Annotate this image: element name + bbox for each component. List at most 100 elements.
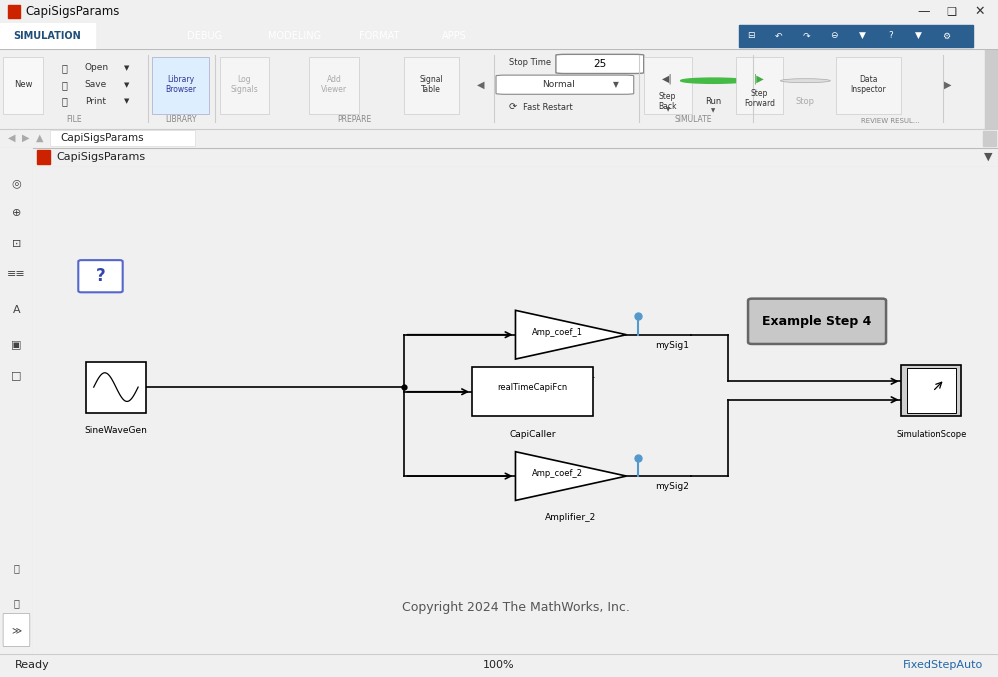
Text: Signal
Table: Signal Table [419, 75, 443, 94]
Text: Add
Viewer: Add Viewer [321, 75, 347, 94]
Text: CapiSigsParams: CapiSigsParams [56, 152, 146, 162]
Text: CapiCaller: CapiCaller [509, 430, 556, 439]
Text: ▣: ▣ [11, 340, 22, 350]
Bar [86, 362, 146, 413]
Text: Step
Forward: Step Forward [744, 89, 775, 108]
Text: ▲: ▲ [36, 133, 44, 143]
Polygon shape [515, 310, 627, 359]
Text: □: □ [11, 370, 22, 380]
Bar [8, 5, 20, 18]
Bar [37, 150, 50, 164]
Text: Amplifier_2: Amplifier_2 [545, 512, 597, 521]
Text: 100%: 100% [483, 661, 515, 670]
Text: ◀: ◀ [477, 80, 485, 89]
Text: Open: Open [85, 64, 109, 72]
Text: Amplifier_1: Amplifier_1 [545, 371, 597, 380]
Text: Step
Back: Step Back [659, 92, 677, 111]
Text: ⚙: ⚙ [942, 31, 950, 41]
Text: ▼: ▼ [613, 80, 619, 89]
Text: |▶: |▶ [754, 74, 764, 85]
Text: ◀: ◀ [8, 133, 16, 143]
Text: SIMULATION: SIMULATION [13, 31, 81, 41]
Text: Stop Time: Stop Time [509, 58, 551, 67]
Text: ✕: ✕ [975, 5, 985, 18]
Text: 💾: 💾 [62, 80, 68, 89]
Text: APPS: APPS [442, 31, 466, 41]
Text: Run: Run [706, 97, 722, 106]
Text: ▼: ▼ [124, 82, 130, 88]
FancyBboxPatch shape [748, 299, 886, 344]
Text: 📷: 📷 [14, 563, 19, 573]
Text: realTimeCapiFcn: realTimeCapiFcn [497, 383, 568, 393]
Text: FORMAT: FORMAT [359, 31, 399, 41]
Circle shape [780, 79, 830, 83]
Bar [309, 57, 359, 114]
Text: 📂: 📂 [62, 63, 68, 73]
Bar [472, 368, 593, 416]
Text: ▼: ▼ [666, 107, 670, 112]
Text: ▼: ▼ [712, 108, 716, 114]
Bar [983, 131, 996, 146]
Text: ▼: ▼ [124, 98, 130, 104]
Text: Stop: Stop [795, 97, 815, 106]
Text: SIMULATE: SIMULATE [675, 115, 713, 124]
Text: ?: ? [96, 267, 106, 285]
Text: ◎: ◎ [12, 178, 21, 188]
Text: CapiSigsParams: CapiSigsParams [60, 133, 144, 143]
FancyBboxPatch shape [496, 75, 634, 94]
Bar [3, 57, 43, 114]
Text: A: A [13, 305, 20, 315]
Text: —: — [917, 5, 929, 18]
Bar [907, 368, 955, 413]
Bar [836, 57, 901, 114]
Polygon shape [515, 452, 627, 500]
Text: Library
Browser: Library Browser [165, 75, 197, 94]
Text: LIBRARY: LIBRARY [165, 115, 197, 124]
Text: Fast Restart: Fast Restart [523, 102, 573, 112]
Bar [220, 57, 269, 114]
Circle shape [681, 78, 747, 83]
Bar [739, 25, 973, 47]
Text: CapiSigsParams: CapiSigsParams [25, 5, 120, 18]
Text: FixedStepAuto: FixedStepAuto [903, 661, 983, 670]
Text: Amp_coef_2: Amp_coef_2 [532, 469, 583, 478]
FancyBboxPatch shape [3, 613, 30, 647]
Text: Save: Save [85, 80, 107, 89]
Text: Print: Print [85, 97, 106, 106]
Bar [404, 57, 459, 114]
Bar [985, 49, 998, 129]
Text: Example Step 4: Example Step 4 [762, 315, 871, 328]
Text: ⊕: ⊕ [12, 209, 21, 219]
Text: ▶: ▶ [944, 80, 952, 89]
Text: ⊖: ⊖ [830, 31, 838, 41]
Bar [50, 130, 195, 146]
Text: ❑: ❑ [946, 7, 956, 16]
Text: ▼: ▼ [859, 31, 865, 41]
Text: Copyright 2024 The MathWorks, Inc.: Copyright 2024 The MathWorks, Inc. [401, 601, 630, 614]
Text: Amp_coef_1: Amp_coef_1 [532, 328, 583, 336]
Text: REVIEW RESUL...: REVIEW RESUL... [861, 118, 919, 124]
Text: SimulationScope: SimulationScope [896, 430, 967, 439]
Text: ⊟: ⊟ [747, 31, 754, 41]
Text: ⊡: ⊡ [12, 239, 21, 249]
Text: ▶: ▶ [22, 133, 30, 143]
Bar [644, 57, 692, 114]
Text: Normal: Normal [542, 80, 575, 89]
Text: ≡≡: ≡≡ [7, 269, 26, 279]
Text: ↶: ↶ [774, 31, 782, 41]
Text: ▼: ▼ [984, 152, 992, 162]
Text: DEBUG: DEBUG [187, 31, 223, 41]
Text: 📊: 📊 [14, 598, 19, 609]
Text: ⟳: ⟳ [509, 102, 517, 112]
Text: PREPARE: PREPARE [337, 115, 371, 124]
Text: ▼: ▼ [124, 65, 130, 71]
Text: ◀|: ◀| [663, 74, 673, 85]
Text: mySig1: mySig1 [656, 341, 690, 349]
Bar [901, 365, 961, 416]
Text: MODELING: MODELING [267, 31, 321, 41]
Text: ▼: ▼ [915, 31, 921, 41]
Text: 🖨: 🖨 [62, 96, 68, 106]
Text: FILE: FILE [66, 115, 82, 124]
Text: Log
Signals: Log Signals [231, 75, 258, 94]
Text: Ready: Ready [15, 661, 50, 670]
